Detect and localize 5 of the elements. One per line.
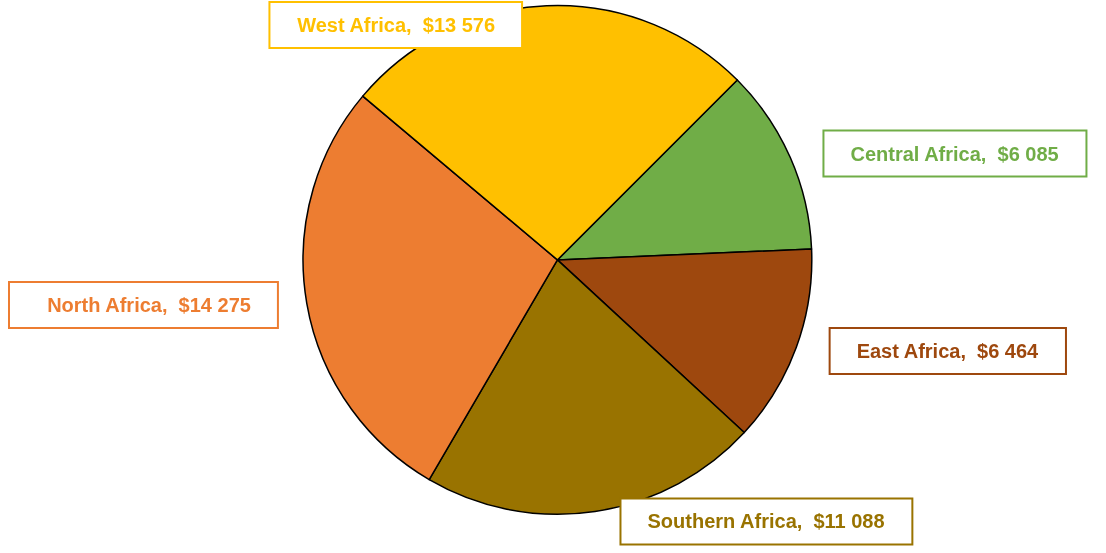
slice-label: East Africa, $6 464 (856, 339, 1040, 362)
slice-label: Southern Africa, $11 088 (647, 510, 885, 533)
slice-label: North Africa, $14 275 (47, 294, 251, 317)
slice-label: Central Africa, $6 085 (850, 142, 1059, 165)
slice-label: West Africa, $13 576 (297, 14, 496, 36)
